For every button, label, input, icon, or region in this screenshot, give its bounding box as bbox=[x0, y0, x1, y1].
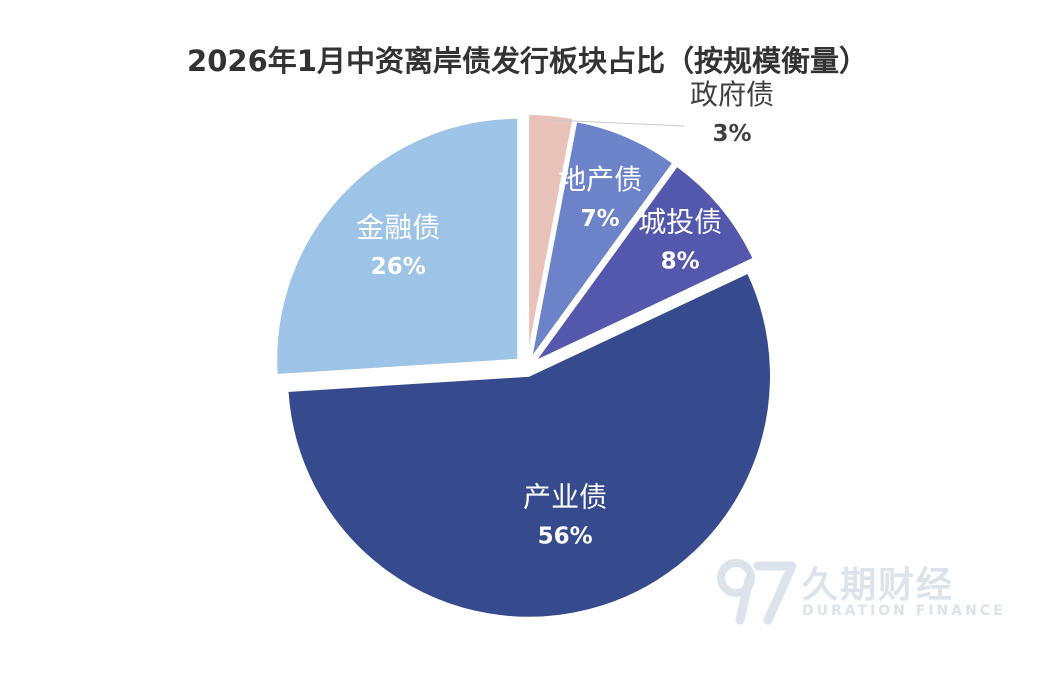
watermark: 久期财经 DURATION FINANCE bbox=[712, 548, 1012, 628]
pie-slice-1 bbox=[527, 113, 575, 357]
slice-value-label: 56% bbox=[538, 523, 593, 549]
pie-slice-3 bbox=[533, 164, 756, 363]
watermark-name: 久期财经 bbox=[802, 565, 955, 606]
slice-label: 城投债 bbox=[638, 205, 722, 238]
chart-title: 2026年1月中资离岸债发行板块占比（按规模衡量） bbox=[187, 44, 868, 78]
slice-label: 地产债 bbox=[558, 163, 642, 196]
slice-value-label: 8% bbox=[661, 248, 700, 274]
slice-label: 产业债 bbox=[523, 480, 607, 513]
slice-label: 政府债 bbox=[690, 78, 774, 111]
slice-value-label: 7% bbox=[581, 206, 620, 232]
pie-slice-4 bbox=[286, 271, 772, 619]
watermark-subtitle: DURATION FINANCE bbox=[802, 603, 1006, 619]
slice-label: 金融债 bbox=[356, 211, 440, 244]
leader-line bbox=[550, 119, 685, 127]
slice-value-label: 26% bbox=[371, 254, 426, 280]
slice-value-label: 3% bbox=[712, 121, 751, 147]
97-logo-icon bbox=[717, 559, 797, 625]
pie-slice-5 bbox=[275, 116, 520, 377]
